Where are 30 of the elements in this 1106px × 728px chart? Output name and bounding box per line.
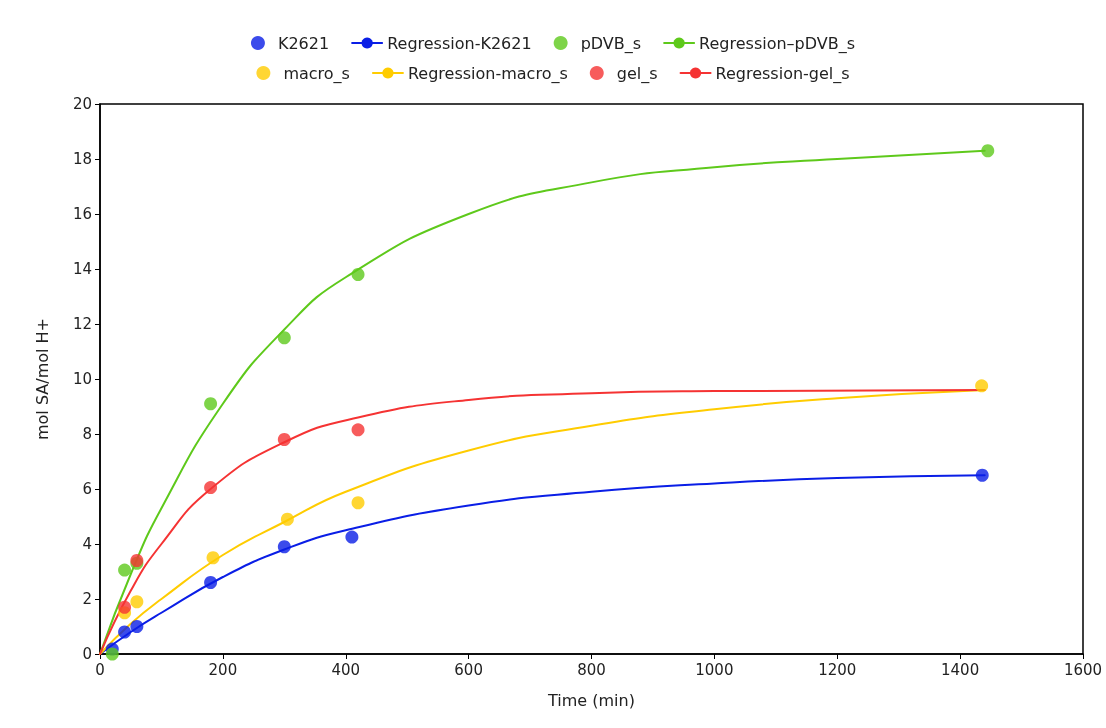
y-tick-label: 14	[72, 260, 92, 278]
legend-label: macro_s	[283, 63, 350, 84]
y-tick-label: 8	[82, 425, 92, 443]
x-tick-label: 1400	[941, 660, 980, 679]
y-tick-label: 0	[82, 645, 92, 663]
x-tick-label: 1200	[818, 660, 857, 679]
legend-label: Regression–pDVB_s	[699, 33, 856, 54]
y-tick-label: 20	[72, 95, 92, 113]
legend-label: Regression-gel_s	[715, 63, 850, 84]
legend-label: Regression-macro_s	[407, 63, 568, 84]
y-axis-title: mol SA/mol H+	[32, 317, 52, 441]
x-tick-label: 400	[331, 660, 361, 679]
x-tick-label: 1600	[1063, 660, 1103, 679]
x-tick-label: 1000	[695, 660, 734, 679]
x-tick-label: 600	[454, 660, 483, 679]
y-tick-label: 10	[72, 370, 92, 388]
y-tick-label: 2	[82, 590, 92, 608]
legend-label: Regression-K2621	[387, 33, 532, 53]
legend-label: gel_s	[616, 63, 658, 84]
x-tick-label: 0	[95, 660, 105, 679]
x-tick-label: 200	[208, 660, 238, 679]
x-axis-title: Time (min)	[547, 690, 635, 710]
y-tick-label: 18	[72, 150, 92, 168]
y-tick-label: 4	[82, 535, 92, 553]
legend-label: pDVB_s	[580, 33, 642, 54]
y-tick-label: 16	[72, 205, 92, 223]
y-tick-label: 12	[72, 315, 92, 333]
legend-label: K2621	[277, 33, 330, 53]
x-tick-label: 800	[577, 660, 606, 679]
y-tick-label: 6	[82, 480, 92, 498]
